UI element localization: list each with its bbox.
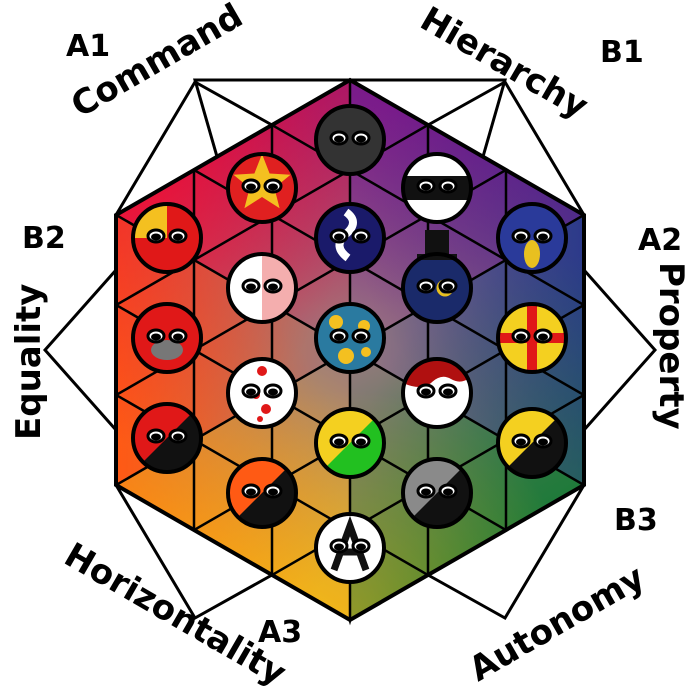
star-point-bottom-left [114,484,273,621]
corner-label-b1: B1 [600,35,644,70]
ball-white-dots [226,357,298,429]
star-point-top-right [427,79,586,216]
ball-blue-mustache [496,202,568,274]
ball-navy-swirl [314,202,386,274]
ball-tophat [401,230,473,324]
corner-label-a2: A2 [638,223,682,258]
ball-yellow-green [314,407,386,479]
grid-diag-a-0 [0,0,700,12]
axis-label-hierarchy: Hierarchy [414,0,595,127]
ball-red-grey [131,302,203,374]
ball-red-cross [496,302,568,374]
star-point-right [582,269,658,431]
ball-striped-white [401,152,473,224]
grid-diag-b-12 [0,688,700,700]
ball-white-blood [401,357,473,429]
ball-yellow-black [496,407,568,479]
star-point-top-left [114,79,273,216]
ball-teal-yellow [314,302,386,374]
corner-label-a1: A1 [66,29,110,64]
grid-diag-b-0 [0,0,700,12]
star-point-bottom-right [427,484,586,621]
ball-top [314,104,386,176]
ball-orange-black [226,457,298,529]
ball-anarchy [314,512,386,584]
ball-star [226,152,298,224]
axis-label-property: Property [651,262,691,430]
axis-label-autonomy: Autonomy [463,558,652,690]
star-points [42,79,658,621]
grid-diag-a-12 [0,688,700,700]
axis-label-equality: Equality [9,284,49,440]
star-point-left [42,269,118,431]
ball-red-black-left [131,402,203,474]
corner-label-b2: B2 [22,221,66,256]
corner-label-b3: B3 [614,503,658,538]
ball-grey-black [401,457,473,529]
ball-white-red [226,252,298,324]
corner-label-a3: A3 [258,615,302,650]
ball-quartered-red [131,202,203,274]
